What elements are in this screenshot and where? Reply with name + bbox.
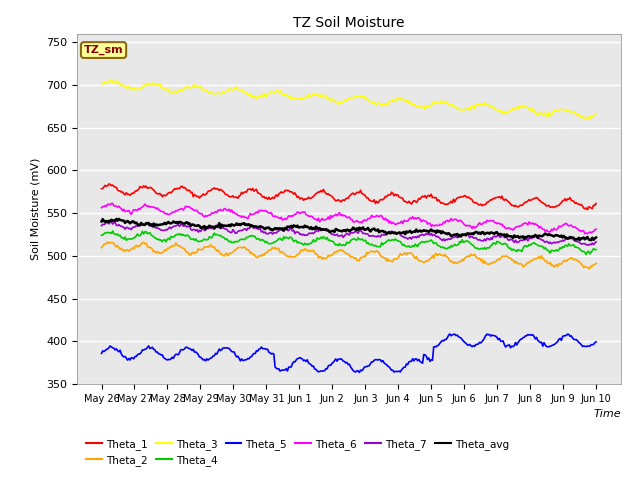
Theta_1: [105, 181, 113, 187]
Theta_5: [446, 331, 454, 337]
Line: Theta_1: Theta_1: [102, 184, 596, 210]
Theta_3: [458, 107, 466, 113]
Theta_3: [456, 107, 463, 112]
Theta_4: [456, 239, 463, 244]
Theta_7: [159, 228, 166, 233]
Theta_4: [159, 239, 166, 244]
Theta_7: [458, 232, 466, 238]
Theta_4: [458, 237, 466, 243]
Theta_2: [410, 254, 418, 260]
Theta_avg: [159, 221, 166, 227]
Theta_3: [582, 116, 590, 121]
Theta_avg: [456, 232, 463, 238]
Theta_6: [98, 205, 106, 211]
Theta_7: [260, 230, 268, 236]
Theta_avg: [592, 235, 600, 240]
Line: Theta_2: Theta_2: [102, 242, 596, 268]
Theta_2: [159, 250, 166, 256]
Theta_5: [157, 352, 165, 358]
Theta_2: [98, 245, 106, 251]
Theta_2: [592, 261, 600, 266]
Theta_avg: [458, 231, 466, 237]
Theta_avg: [260, 226, 268, 231]
Theta_1: [456, 194, 463, 200]
Theta_4: [109, 228, 116, 234]
Theta_7: [295, 229, 303, 235]
Theta_2: [104, 239, 111, 245]
Theta_2: [295, 252, 303, 257]
Theta_6: [458, 219, 466, 225]
Theta_6: [109, 201, 116, 206]
Theta_avg: [98, 218, 106, 224]
Theta_7: [410, 235, 418, 240]
Theta_7: [98, 223, 106, 228]
Line: Theta_7: Theta_7: [102, 222, 596, 245]
Theta_6: [260, 208, 268, 214]
Theta_2: [260, 252, 268, 258]
Theta_1: [584, 207, 591, 213]
Theta_2: [456, 259, 463, 264]
Theta_4: [582, 252, 590, 257]
Theta_5: [294, 356, 301, 361]
Theta_avg: [588, 237, 595, 243]
Theta_1: [159, 194, 166, 200]
Theta_4: [260, 238, 268, 243]
Theta_4: [98, 232, 106, 238]
Theta_2: [458, 257, 466, 263]
Legend: Theta_1, Theta_2, Theta_3, Theta_4, Theta_5, Theta_6, Theta_7, Theta_avg: Theta_1, Theta_2, Theta_3, Theta_4, Thet…: [82, 434, 513, 470]
Line: Theta_5: Theta_5: [102, 334, 596, 372]
Line: Theta_4: Theta_4: [102, 231, 596, 254]
Title: TZ Soil Moisture: TZ Soil Moisture: [293, 16, 404, 30]
Line: Theta_6: Theta_6: [102, 204, 596, 234]
Theta_5: [355, 370, 363, 375]
Line: Theta_avg: Theta_avg: [102, 219, 596, 240]
Theta_7: [585, 242, 593, 248]
Theta_5: [592, 339, 600, 345]
Theta_3: [159, 85, 166, 91]
Theta_7: [456, 232, 463, 238]
Theta_6: [410, 216, 418, 222]
Theta_7: [592, 239, 600, 245]
Theta_4: [295, 240, 303, 245]
Theta_1: [458, 194, 466, 200]
Text: TZ_sm: TZ_sm: [84, 45, 124, 55]
Theta_3: [98, 80, 106, 86]
Text: Time: Time: [593, 408, 621, 419]
Theta_3: [260, 91, 268, 96]
Theta_avg: [113, 216, 120, 222]
Theta_3: [295, 96, 303, 102]
Theta_5: [98, 350, 106, 356]
Theta_5: [410, 358, 418, 364]
Theta_3: [592, 111, 600, 117]
Theta_6: [456, 217, 463, 223]
Theta_7: [102, 219, 110, 225]
Theta_5: [460, 338, 467, 344]
Theta_avg: [410, 228, 418, 234]
Theta_3: [108, 77, 115, 83]
Theta_1: [295, 194, 303, 200]
Theta_5: [259, 346, 266, 351]
Theta_2: [585, 265, 593, 271]
Theta_5: [457, 335, 465, 341]
Theta_4: [592, 247, 600, 252]
Theta_6: [592, 227, 600, 232]
Line: Theta_3: Theta_3: [102, 80, 596, 119]
Theta_1: [410, 198, 418, 204]
Theta_6: [159, 209, 166, 215]
Y-axis label: Soil Moisture (mV): Soil Moisture (mV): [30, 157, 40, 260]
Theta_3: [410, 102, 418, 108]
Theta_1: [260, 194, 268, 200]
Theta_6: [295, 209, 303, 215]
Theta_1: [592, 201, 600, 206]
Theta_6: [581, 231, 589, 237]
Theta_1: [98, 186, 106, 192]
Theta_4: [410, 244, 418, 250]
Theta_avg: [295, 225, 303, 230]
